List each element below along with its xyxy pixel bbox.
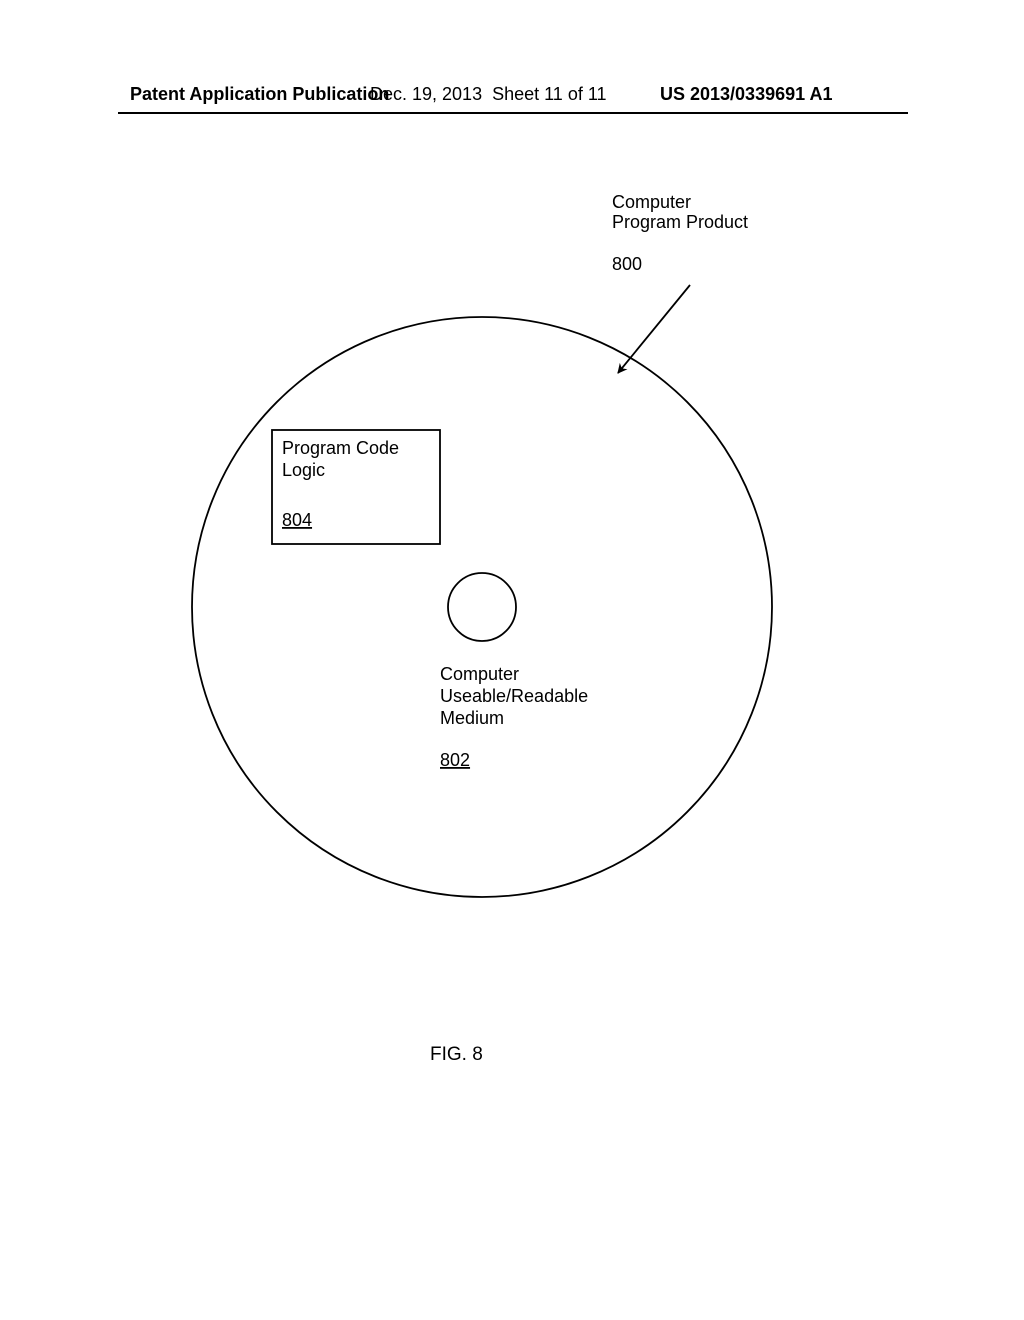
product-ref-800: 800 (612, 254, 642, 274)
header-date-sheet: Dec. 19, 2013 Sheet 11 of 11 (370, 84, 607, 105)
patent-page: Patent Application Publication Dec. 19, … (0, 0, 1024, 1320)
figure-8-diagram: Computer Program Product 800 Program Cod… (0, 150, 1024, 1255)
program-code-label-line2: Logic (282, 460, 325, 480)
header-publication-type: Patent Application Publication (130, 84, 389, 105)
figure-caption: FIG. 8 (430, 1044, 483, 1065)
program-code-ref-804: 804 (282, 510, 312, 530)
product-title-line2: Program Product (612, 212, 748, 232)
disc-center-hole (448, 573, 516, 641)
header-pubno: US 2013/0339691 A1 (660, 84, 832, 105)
header-sheet: Sheet 11 of 11 (492, 84, 606, 104)
header-date: Dec. 19, 2013 (370, 84, 482, 104)
medium-label-line1: Computer (440, 664, 519, 684)
program-code-label-line1: Program Code (282, 438, 399, 458)
leader-arrow-800 (618, 285, 690, 373)
medium-label-line3: Medium (440, 708, 504, 728)
medium-label-line2: Useable/Readable (440, 686, 588, 706)
header-rule (118, 112, 908, 114)
product-title-line1: Computer (612, 192, 691, 212)
disc-outline (192, 317, 772, 897)
medium-ref-802: 802 (440, 750, 470, 770)
